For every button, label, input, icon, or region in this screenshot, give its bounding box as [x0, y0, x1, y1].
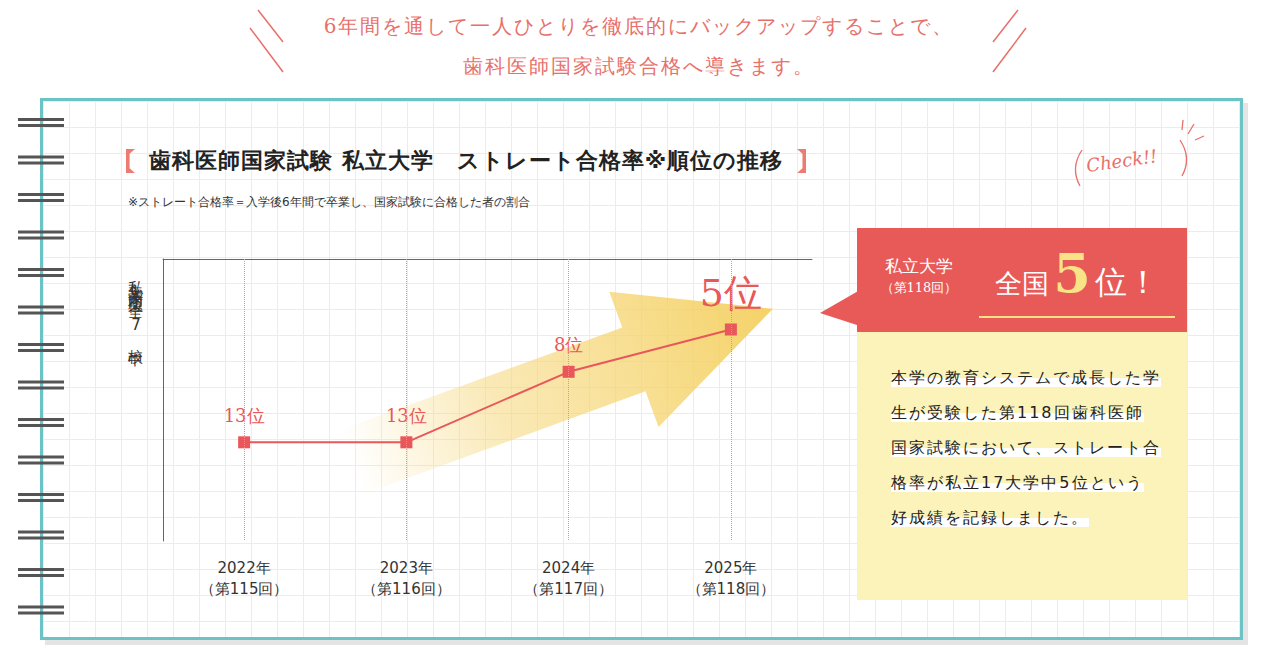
html-text:歯科医師国家試験合格へ導きます。: 歯科医師国家試験合格へ導きます。: [463, 54, 815, 78]
svg-text:2025年: 2025年: [704, 559, 757, 577]
html-text:私立大学: 私立大学: [885, 256, 953, 276]
svg-text:13位: 13位: [223, 404, 265, 426]
svg-text:（第116回）: （第116回）: [362, 580, 451, 598]
svg-text:2024年: 2024年: [542, 559, 595, 577]
svg-text:（第115回）: （第115回）: [200, 580, 289, 598]
svg-text:（第118回）: （第118回）: [687, 580, 776, 598]
html-text:（第118回）: （第118回）: [880, 280, 958, 295]
html-text:私立大学内順位（全17校中）: 私立大学内順位（全17校中）: [127, 268, 145, 346]
html-text:歯科医師国家試験 私立大学 ストレート合格率※順位の推移: 歯科医師国家試験 私立大学 ストレート合格率※順位の推移: [149, 148, 783, 173]
svg-text:2022年: 2022年: [218, 559, 271, 577]
svg-text:2023年: 2023年: [380, 559, 433, 577]
svg-text:13位: 13位: [385, 404, 427, 426]
html-text:Check!!: Check!!: [1084, 145, 1159, 176]
html-text:6年間を通して一人ひとりを徹底的にバックアップすることで、: 6年間を通して一人ひとりを徹底的にバックアップすることで、: [323, 14, 955, 38]
html-text:※ストレート合格率＝入学後6年間で卒業し、国家試験に合格した: ※ストレート合格率＝入学後6年間で卒業し、国家試験に合格した者の割合: [128, 195, 530, 209]
html-text:全国: 全国: [995, 268, 1050, 299]
svg-text:8位: 8位: [553, 334, 584, 356]
svg-text:（第117回）: （第117回）: [524, 580, 613, 598]
html-text:5位！: 5位！: [1053, 242, 1159, 306]
html-text:本学の教育システムで成長した学生が受験した第118回歯科医師: 本学の教育システムで成長した学生が受験した第118回歯科医師国家試験において、ス…: [891, 368, 1161, 527]
svg-text:5位: 5位: [700, 271, 762, 315]
